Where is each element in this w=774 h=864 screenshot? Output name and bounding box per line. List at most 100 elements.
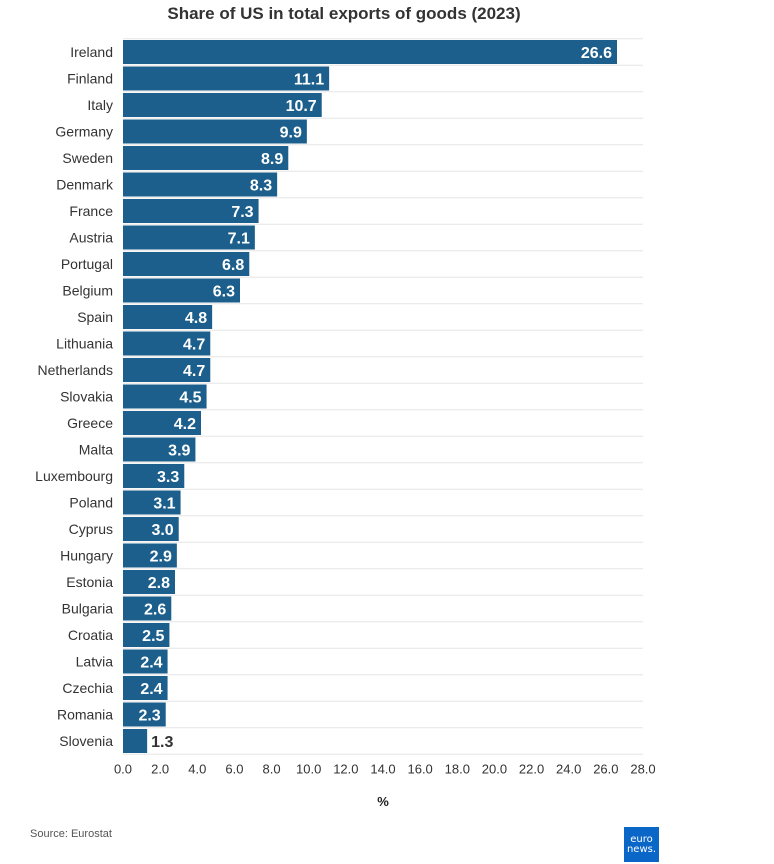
category-label: Latvia <box>76 654 114 670</box>
logo-line-1: euro <box>630 833 653 845</box>
x-tick-label: 18.0 <box>445 761 470 776</box>
bar[interactable] <box>123 596 172 621</box>
category-label: Greece <box>67 415 113 431</box>
bar[interactable] <box>123 40 617 64</box>
bar[interactable] <box>123 570 175 594</box>
bar[interactable] <box>123 199 259 223</box>
value-label: 2.8 <box>148 575 170 592</box>
category-label: Bulgaria <box>62 601 114 617</box>
x-tick-label: 24.0 <box>556 761 581 776</box>
category-label: Netherlands <box>38 362 114 378</box>
bar[interactable] <box>123 119 307 144</box>
value-label: 4.7 <box>183 363 205 380</box>
bar[interactable] <box>123 623 170 647</box>
category-label: Slovakia <box>60 389 113 405</box>
value-label: 11.1 <box>294 72 324 89</box>
x-axis-title: % <box>377 794 389 809</box>
value-label: 4.8 <box>185 310 207 327</box>
value-label: 2.4 <box>140 681 162 698</box>
bars <box>123 40 617 753</box>
category-label: Luxembourg <box>35 468 113 484</box>
value-label: 3.1 <box>153 496 175 513</box>
gridlines <box>123 38 643 755</box>
value-label: 2.6 <box>144 602 166 619</box>
value-label: 26.6 <box>581 45 612 62</box>
category-label: Croatia <box>68 627 113 643</box>
value-label: 7.1 <box>228 231 250 248</box>
category-label: Slovenia <box>59 733 113 749</box>
bar[interactable] <box>123 358 211 382</box>
bar[interactable] <box>123 225 255 250</box>
euronews-logo[interactable]: euro news. <box>624 827 659 862</box>
bar-chart: Ireland Finland Italy Germany Sweden Denmark F… <box>35 38 656 809</box>
x-tick-label: 22.0 <box>519 761 544 776</box>
value-label: 8.9 <box>261 151 283 168</box>
category-label: Finland <box>67 71 113 87</box>
bar[interactable] <box>123 305 213 329</box>
bar[interactable] <box>123 729 148 753</box>
value-label: 2.9 <box>150 549 172 566</box>
category-label: Ireland <box>70 44 113 60</box>
category-label: Lithuania <box>56 336 113 352</box>
bar[interactable] <box>123 702 166 727</box>
value-labels: 26.6 11.1 10.7 9.9 8.9 8.3 7.3 7.1 6.8 6.3 4.8 4.7 4… <box>138 45 612 751</box>
value-label: 4.5 <box>179 390 201 407</box>
category-label: Czechia <box>62 680 113 696</box>
category-label: Portugal <box>61 256 113 272</box>
bar[interactable] <box>123 437 196 462</box>
bar[interactable] <box>123 146 289 170</box>
bar[interactable] <box>123 384 207 409</box>
x-tick-label: 2.0 <box>151 761 169 776</box>
category-label: Belgium <box>62 283 113 299</box>
value-label: 2.3 <box>138 708 160 725</box>
value-label: 2.5 <box>142 628 164 645</box>
bar[interactable] <box>123 93 322 117</box>
bar[interactable] <box>123 66 330 91</box>
bar[interactable] <box>123 464 185 488</box>
x-tick-label: 14.0 <box>370 761 395 776</box>
value-label: 6.3 <box>213 284 235 301</box>
source-note: Source: Eurostat <box>30 828 112 840</box>
value-label: 10.7 <box>286 98 317 115</box>
bar[interactable] <box>123 490 181 515</box>
bar[interactable] <box>123 543 177 568</box>
value-label: 2.4 <box>140 655 162 672</box>
value-label: 1.3 <box>151 734 173 751</box>
x-tick-label: 6.0 <box>225 761 243 776</box>
category-label: France <box>69 203 113 219</box>
x-tick-label: 26.0 <box>593 761 618 776</box>
value-label: 3.9 <box>168 443 190 460</box>
x-tick-label: 12.0 <box>333 761 358 776</box>
category-label: Malta <box>79 442 113 458</box>
category-label: Austria <box>69 230 113 246</box>
value-label: 4.7 <box>183 337 205 354</box>
x-tick-label: 20.0 <box>482 761 507 776</box>
category-label: Cyprus <box>69 521 113 537</box>
x-tick-label: 10.0 <box>296 761 321 776</box>
bar[interactable] <box>123 649 168 674</box>
category-label: Estonia <box>66 574 113 590</box>
bar[interactable] <box>123 676 168 700</box>
chart-title: Share of US in total exports of goods (2… <box>167 4 521 23</box>
category-label: Spain <box>77 309 113 325</box>
bar[interactable] <box>123 278 240 303</box>
category-label: Germany <box>55 124 113 140</box>
value-label: 9.9 <box>280 125 302 142</box>
bar[interactable] <box>123 331 211 356</box>
x-tick-label: 28.0 <box>630 761 655 776</box>
logo-line-2: news. <box>626 843 657 855</box>
category-label: Poland <box>69 495 113 511</box>
bar[interactable] <box>123 172 278 197</box>
category-label: Romania <box>57 707 113 723</box>
bar[interactable] <box>123 252 250 276</box>
bar[interactable] <box>123 411 201 435</box>
bar[interactable] <box>123 517 179 541</box>
x-axis-ticks: 0.0 2.0 4.0 6.0 8.0 10.0 12.0 14.0 16.0 18.0 20.0 2… <box>114 761 656 776</box>
x-tick-label: 8.0 <box>263 761 281 776</box>
value-label: 8.3 <box>250 178 272 195</box>
category-label: Italy <box>87 97 113 113</box>
x-tick-label: 4.0 <box>188 761 206 776</box>
category-labels: Ireland Finland Italy Germany Sweden Denmark F… <box>35 44 114 749</box>
value-label: 6.8 <box>222 257 244 274</box>
category-label: Hungary <box>60 548 113 564</box>
